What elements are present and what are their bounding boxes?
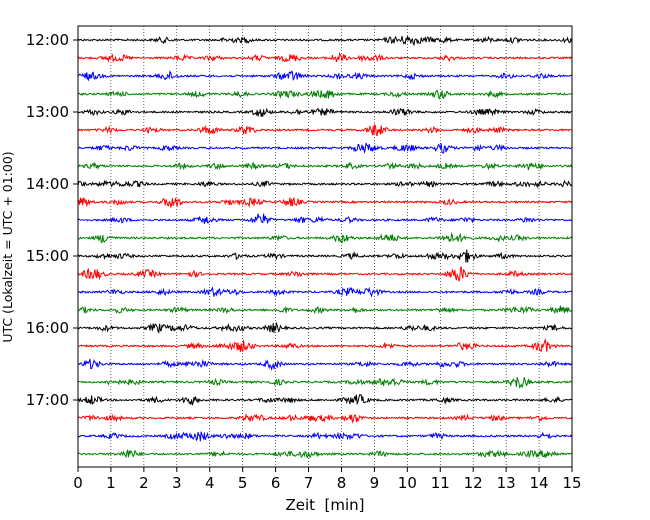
plot-frame — [77, 25, 573, 468]
trace-1230 — [77, 70, 572, 82]
y-tick-label: 16:00 — [26, 319, 69, 337]
trace-1415 — [77, 196, 573, 208]
y-tick-label: 14:00 — [26, 175, 69, 193]
trace-1430 — [77, 213, 572, 225]
trace-1545 — [77, 305, 572, 315]
x-tick-label: 9 — [370, 474, 380, 492]
trace-1400 — [77, 179, 573, 189]
y-axis-label: UTC (Lokalzeit = UTC + 01:00) — [0, 151, 15, 342]
x-tick-label: 11 — [431, 474, 450, 492]
x-tick-label: 1 — [106, 474, 116, 492]
y-tick-label: 12:00 — [26, 31, 69, 49]
x-tick-label: 6 — [271, 474, 281, 492]
x-tick-label: 8 — [337, 474, 347, 492]
trace-1600 — [77, 321, 572, 334]
x-tick-label: 13 — [497, 474, 516, 492]
trace-1215 — [77, 51, 572, 63]
x-tick-label: 2 — [139, 474, 149, 492]
y-tick-label: 17:00 — [26, 391, 69, 409]
trace-1330 — [77, 142, 572, 155]
trace-1200 — [77, 35, 573, 47]
trace-1345 — [77, 161, 573, 171]
x-tick-label: 10 — [398, 474, 417, 492]
x-axis-label: Zeit [min] — [285, 496, 364, 514]
traces — [77, 35, 573, 459]
trace-1530 — [77, 286, 572, 298]
x-tick-label: 15 — [562, 474, 581, 492]
x-tick-label: 5 — [238, 474, 248, 492]
trace-1630 — [77, 358, 572, 372]
x-tick-label: 12 — [464, 474, 483, 492]
trace-1515 — [77, 266, 572, 282]
x-tick-label: 3 — [172, 474, 182, 492]
x-tick-label: 7 — [304, 474, 314, 492]
trace-1715 — [77, 413, 573, 424]
y-tick-label: 13:00 — [26, 103, 69, 121]
trace-1745 — [77, 448, 572, 459]
trace-1700 — [77, 394, 572, 407]
trace-1730 — [77, 431, 573, 442]
x-tick-label: 0 — [73, 474, 83, 492]
trace-1500 — [77, 249, 572, 263]
x-axis: 0 1 2 3 4 5 6 7 8 9 10 11 12 13 14 15 — [73, 467, 582, 492]
trace-1300 — [77, 107, 572, 118]
trace-1245 — [77, 89, 572, 100]
y-axis: 12:00 13:00 14:00 15:00 16:00 17:00 — [26, 31, 78, 409]
trace-1645 — [77, 377, 572, 389]
y-tick-label: 15:00 — [26, 247, 69, 265]
x-tick-label: 14 — [530, 474, 549, 492]
trace-1615 — [77, 337, 572, 353]
trace-1445 — [77, 231, 572, 245]
x-tick-label: 4 — [205, 474, 215, 492]
trace-1315 — [77, 123, 572, 137]
plot-background — [78, 26, 572, 467]
